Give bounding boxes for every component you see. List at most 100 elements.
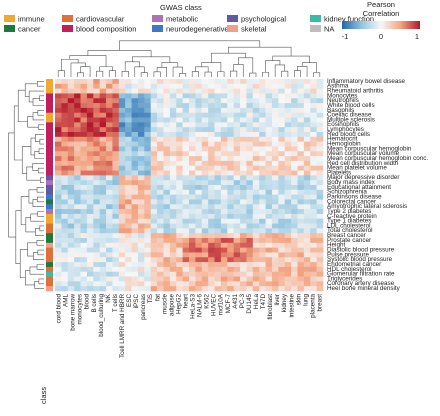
heatmap-cell: [61, 223, 69, 229]
heatmap-cell: [131, 242, 139, 248]
heatmap-cell: [284, 151, 292, 157]
column-dendrogram-branch: [265, 60, 281, 73]
heatmap-cell: [163, 79, 171, 85]
heatmap-cell: [112, 93, 120, 99]
heatmap-cell: [284, 127, 292, 133]
heatmap-cell: [93, 151, 100, 157]
heatmap-cell: [265, 257, 273, 263]
heatmap-cell: [137, 83, 145, 89]
row-dendrogram-branch: [32, 199, 44, 207]
heatmap-cell: [259, 242, 266, 248]
heatmap-cell: [106, 98, 113, 104]
heatmap-cell: [259, 93, 266, 99]
heatmap-cell: [112, 117, 120, 123]
heatmap-cell: [252, 122, 260, 128]
heatmap-cell: [144, 170, 152, 176]
heatmap-cell: [150, 165, 158, 171]
heatmap-cell: [246, 209, 254, 215]
colorbar-tick: 0: [379, 32, 383, 41]
heatmap-cell: [80, 151, 88, 157]
heatmap-cell: [93, 257, 100, 263]
heatmap-cell: [259, 151, 266, 157]
heatmap-cell: [74, 194, 81, 200]
heatmap-cell: [291, 257, 298, 263]
heatmap-cell: [291, 271, 298, 277]
heatmap-cell: [233, 281, 241, 287]
heatmap-cell: [106, 257, 113, 263]
heatmap-cell: [233, 93, 241, 99]
heatmap-cell: [291, 276, 298, 282]
heatmap-cell: [220, 117, 228, 123]
heatmap-cell: [227, 185, 234, 191]
heatmap-cell: [150, 238, 158, 244]
heatmap-cell: [150, 160, 158, 167]
heatmap-cell: [131, 141, 139, 147]
heatmap-cell: [246, 276, 254, 282]
heatmap-cell: [112, 136, 120, 142]
legend-swatch-immune: [4, 15, 15, 22]
heatmap-cell: [55, 180, 62, 186]
heatmap-cell: [144, 233, 152, 239]
heatmap-cell: [169, 151, 177, 157]
heatmap-cell: [252, 286, 260, 292]
heatmap-cell: [252, 194, 260, 200]
column-label: adipose: [168, 294, 175, 317]
heatmap-cell: [118, 209, 126, 215]
heatmap-cell: [316, 281, 324, 287]
heatmap-cell: [67, 228, 75, 234]
heatmap-cell: [265, 271, 273, 277]
heatmap-cell: [106, 165, 113, 171]
heatmap-cell: [74, 175, 81, 181]
heatmap-cell: [150, 141, 158, 147]
heatmap-cell: [163, 218, 171, 224]
heatmap-cell: [86, 88, 94, 94]
heatmap-cell: [74, 79, 81, 85]
heatmap-cell: [157, 180, 164, 186]
heatmap-cell: [233, 146, 241, 152]
heatmap-cell: [246, 132, 254, 138]
column-dendrogram-branch: [313, 72, 321, 77]
heatmap-cell: [208, 271, 215, 277]
heatmap-cell: [106, 199, 113, 205]
heatmap-cell: [182, 228, 190, 234]
heatmap-cell: [278, 122, 286, 128]
heatmap-cell: [182, 233, 190, 239]
heatmap-cell: [182, 151, 190, 157]
heatmap-cell: [278, 151, 286, 157]
heatmap-cell: [265, 170, 273, 176]
heatmap-cell: [291, 213, 298, 220]
heatmap-cell: [144, 252, 152, 258]
row-label: Asthma: [327, 83, 349, 90]
heatmap-cell: [303, 218, 311, 224]
row-class-swatch: [46, 79, 53, 85]
heatmap-cell: [93, 180, 100, 186]
heatmap-cell: [163, 262, 171, 268]
heatmap-cell: [182, 156, 190, 162]
column-label: HUVEC: [211, 294, 218, 316]
heatmap-cell: [195, 79, 203, 85]
heatmap-cell: [214, 88, 222, 94]
heatmap-cell: [169, 266, 177, 273]
heatmap-cell: [157, 238, 164, 244]
heatmap-cell: [220, 271, 228, 277]
heatmap-cell: [61, 88, 69, 94]
row-class-swatch: [46, 107, 53, 114]
heatmap-cell: [310, 146, 317, 152]
heatmap-cell: [99, 189, 107, 195]
heatmap-cell: [112, 112, 120, 118]
heatmap-cell: [131, 93, 139, 99]
heatmap-cell: [74, 170, 81, 176]
heatmap-cell: [284, 204, 292, 210]
heatmap-cell: [163, 93, 171, 99]
heatmap-cell: [227, 238, 234, 244]
heatmap-cell: [265, 107, 273, 114]
heatmap-cell: [227, 112, 234, 118]
heatmap-cell: [265, 103, 273, 109]
heatmap-cell: [271, 281, 279, 287]
heatmap-cell: [252, 170, 260, 176]
heatmap-cell: [61, 276, 69, 282]
heatmap-cell: [291, 160, 298, 167]
heatmap-cell: [131, 204, 139, 210]
heatmap-cell: [278, 180, 286, 186]
heatmap-cell: [240, 165, 247, 171]
